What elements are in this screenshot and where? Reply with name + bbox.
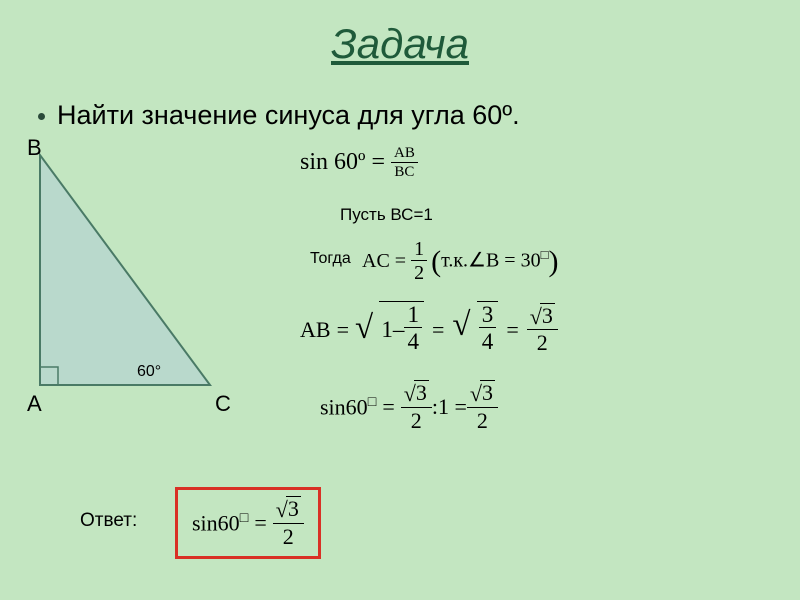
assumption-text: Пусть ВС=1 — [340, 205, 433, 225]
vertex-A: А — [27, 391, 42, 417]
fraction-sqrt3-2: 3 2 — [467, 380, 498, 434]
sin60-lhs: sin60 — [192, 510, 240, 535]
equals-sign: = — [248, 510, 272, 536]
slide: Задача Найти значение синуса для угла 60… — [0, 0, 800, 600]
equation-sin-definition: sin 60º = AB BC — [300, 145, 418, 181]
numerator: 1 — [411, 238, 427, 261]
vertex-C: С — [215, 391, 231, 417]
sqrt-icon: 3 — [470, 381, 495, 406]
sqrt-icon: 3 4 — [452, 302, 498, 357]
sqrt-icon: 3 — [404, 381, 429, 406]
bullet-dot-icon — [38, 113, 45, 120]
answer-box: sin60□ = 3 2 — [175, 487, 321, 559]
AB-lhs: AB — [300, 317, 331, 343]
equals-sign: = — [424, 317, 452, 343]
AC-lhs: AC — [362, 250, 390, 273]
slide-title: Задача — [0, 20, 800, 68]
triangle-diagram: В А С 60° — [25, 135, 225, 415]
fraction-sqrt3-2: 3 2 — [527, 303, 558, 357]
equation-AB: AB = 1 – 1 4 = 3 4 = 3 2 — [300, 302, 558, 357]
problem-text: Найти значение синуса для угла 60º. — [57, 100, 520, 130]
fraction-AB-over-BC: AB BC — [391, 145, 418, 181]
equation-sin60-result: sin60□ = 3 2 :1 = 3 2 — [320, 380, 498, 434]
then-text: Тогда — [310, 250, 351, 268]
sqrt-icon: 1 – 1 4 — [355, 302, 424, 357]
equals-sign: = — [376, 394, 400, 420]
vertex-B: В — [27, 135, 42, 161]
numerator: AB — [391, 145, 418, 163]
equals-sign: = — [331, 317, 355, 343]
triangle-shape — [40, 155, 210, 385]
equation-AC: AC = 1 2 (т.к.∠В = 30□) — [362, 238, 558, 285]
fraction-1-4: 1 4 — [404, 302, 422, 356]
divide-by-one: :1 = — [432, 394, 467, 420]
equals-sign: = — [365, 149, 391, 176]
paren-note: (т.к.∠В = 30□) — [427, 245, 558, 279]
fraction-half: 1 2 — [411, 238, 427, 285]
problem-statement: Найти значение синуса для угла 60º. — [38, 100, 520, 131]
sin60-lhs: sin 60º — [300, 149, 365, 176]
sin60-lhs: sin60 — [320, 394, 368, 419]
equals-sign: = — [498, 317, 526, 343]
angle-60-label: 60° — [137, 363, 161, 381]
equals-sign: = — [390, 250, 411, 273]
answer-label: Ответ: — [80, 510, 137, 532]
answer-equation: sin60□ = 3 2 — [192, 496, 304, 550]
denominator: 2 — [411, 261, 427, 285]
denominator: BC — [391, 163, 418, 181]
fraction-sqrt3-2: 3 2 — [401, 380, 432, 434]
sqrt-icon: 3 — [276, 497, 301, 522]
fraction-sqrt3-2: 3 2 — [273, 496, 304, 550]
fraction-3-4: 3 4 — [479, 302, 497, 356]
sqrt-icon: 3 — [530, 304, 555, 329]
triangle-svg — [25, 135, 225, 415]
